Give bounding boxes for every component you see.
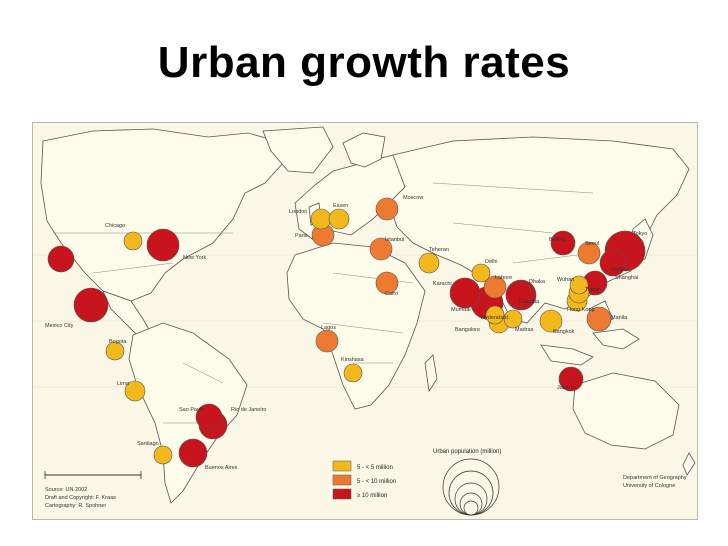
city-label-madras: Madras <box>515 327 534 333</box>
city-label-lima: Lima <box>117 381 130 387</box>
city-label-manila: Manila <box>611 315 628 321</box>
size-legend-circles <box>442 458 500 516</box>
city-bubble-essen <box>328 208 350 230</box>
page-title: Urban growth rates <box>157 38 571 87</box>
city-bubble-calcutta <box>505 281 533 309</box>
city-label-santiago: Santiago <box>137 441 159 447</box>
city-bubble-madras <box>503 309 523 329</box>
city-label-shanghai: Shanghai <box>615 275 638 281</box>
city-bubble-lima <box>124 380 146 402</box>
city-label-lagos: Lagos <box>321 325 336 331</box>
city-label-tianjin: Tianjin <box>585 287 601 293</box>
source-line-1: Source: UN 2002 <box>45 487 87 493</box>
borders <box>53 182 594 424</box>
city-label-seoul: Seoul <box>585 241 599 247</box>
city-label-kinshasa: Kinshasa <box>341 357 365 363</box>
city-label-hong-kong: Hong Kong <box>567 307 595 313</box>
city-bubble-seoul <box>577 241 601 265</box>
size-legend-title: Urban population (million) <box>433 449 501 455</box>
city-label-teheran: Teheran <box>429 247 449 253</box>
city-label-mexico-city: Mexico City <box>45 323 74 329</box>
city-label-osaka: Osaka <box>611 267 628 273</box>
city-bubble-teheran <box>418 252 440 274</box>
city-label-paris: Paris <box>295 233 308 239</box>
legend-swatch-large <box>332 488 352 500</box>
city-label-lahore: Lahore <box>495 275 512 281</box>
legend-swatch-medium <box>332 474 352 486</box>
city-label-buenos-aires: Buenos Aires <box>205 465 238 471</box>
city-bubble-santiago <box>153 445 173 465</box>
city-bubble-chicago <box>123 231 143 251</box>
city-bubble-istanbul <box>369 237 393 261</box>
city-label-delhi: Delhi <box>485 259 498 265</box>
city-bubble-lahore <box>483 275 507 299</box>
city-bubble-rio-de-janeiro <box>195 403 223 431</box>
city-label-istanbul: Istanbul <box>385 237 404 243</box>
city-label-hyderabad: Hyderabad <box>481 315 508 321</box>
landmasses <box>40 126 696 504</box>
source-line-2: Draft and Copyright: F. Kraas <box>45 495 116 501</box>
credit-line-1: Department of Geography <box>623 475 687 481</box>
city-label-tokyo: Tokyo <box>633 231 647 237</box>
city-label-jakarta: Jakarta <box>557 385 576 391</box>
city-bubble-bogota <box>105 341 125 361</box>
city-label-bangkok: Bangkok <box>553 329 575 335</box>
city-label-beijing: Beijing <box>549 237 566 243</box>
city-bubble-hyderabad <box>485 305 505 325</box>
source-line-3: Cartography: R. Spohner <box>45 503 106 509</box>
credit-line-2: University of Cologne <box>623 483 675 489</box>
city-bubble-new-york <box>146 228 180 262</box>
city-label-cairo: Cairo <box>385 291 398 297</box>
city-label-bangalore: Bangalore <box>455 327 480 333</box>
legend-label-large: ≥ 10 million <box>357 493 387 499</box>
city-bubble-mexico-city <box>73 287 109 323</box>
city-label-mumbai: Mumbai <box>451 307 471 313</box>
city-bubble-los-angeles <box>47 245 75 273</box>
city-label-karachi: Karachi <box>433 281 452 287</box>
legend-label-small: 5 - < 5 million <box>357 465 393 471</box>
city-label-sao-paulo: Sao Paulo <box>179 407 204 413</box>
city-label-chicago: Chicago <box>105 223 125 229</box>
city-label-dhaka: Dhaka <box>529 279 546 285</box>
city-label-wuhan: Wuhan <box>557 277 574 283</box>
city-bubbles <box>47 197 646 468</box>
city-bubble-buenos-aires <box>178 438 208 468</box>
city-bubble-karachi <box>449 277 481 309</box>
city-bubble-lagos <box>315 329 339 353</box>
legend-swatch-small <box>332 460 352 472</box>
city-bubble-cairo <box>375 271 399 295</box>
city-label-london: London <box>289 209 307 215</box>
city-label-calcutta: Calcutta <box>519 299 540 305</box>
city-bubble-osaka <box>599 249 627 277</box>
city-bubble-wuhan <box>569 275 589 295</box>
city-label-essen: Essen <box>333 203 348 209</box>
city-label-rio-de-janeiro: Rio de Janeiro <box>231 407 266 413</box>
scale-bar <box>44 471 142 479</box>
city-label-moscow: Moscow <box>403 195 423 201</box>
city-label-new-york: New York <box>183 255 206 261</box>
city-bubble-moscow <box>375 197 399 221</box>
city-bubble-beijing <box>550 230 576 256</box>
city-bubble-manila <box>586 306 612 332</box>
legend-label-medium: 5 - < 10 million <box>357 479 396 485</box>
city-bubble-kinshasa <box>343 363 363 383</box>
city-label-bogota: Bogota <box>109 339 127 345</box>
city-bubble-jakarta <box>558 366 584 392</box>
city-bubble-bangkok <box>539 309 563 333</box>
city-bubble-london <box>310 208 332 230</box>
city-bubble-delhi <box>471 263 491 283</box>
legend: 5 - < 5 million 5 - < 10 million ≥ 10 mi… <box>332 449 501 516</box>
